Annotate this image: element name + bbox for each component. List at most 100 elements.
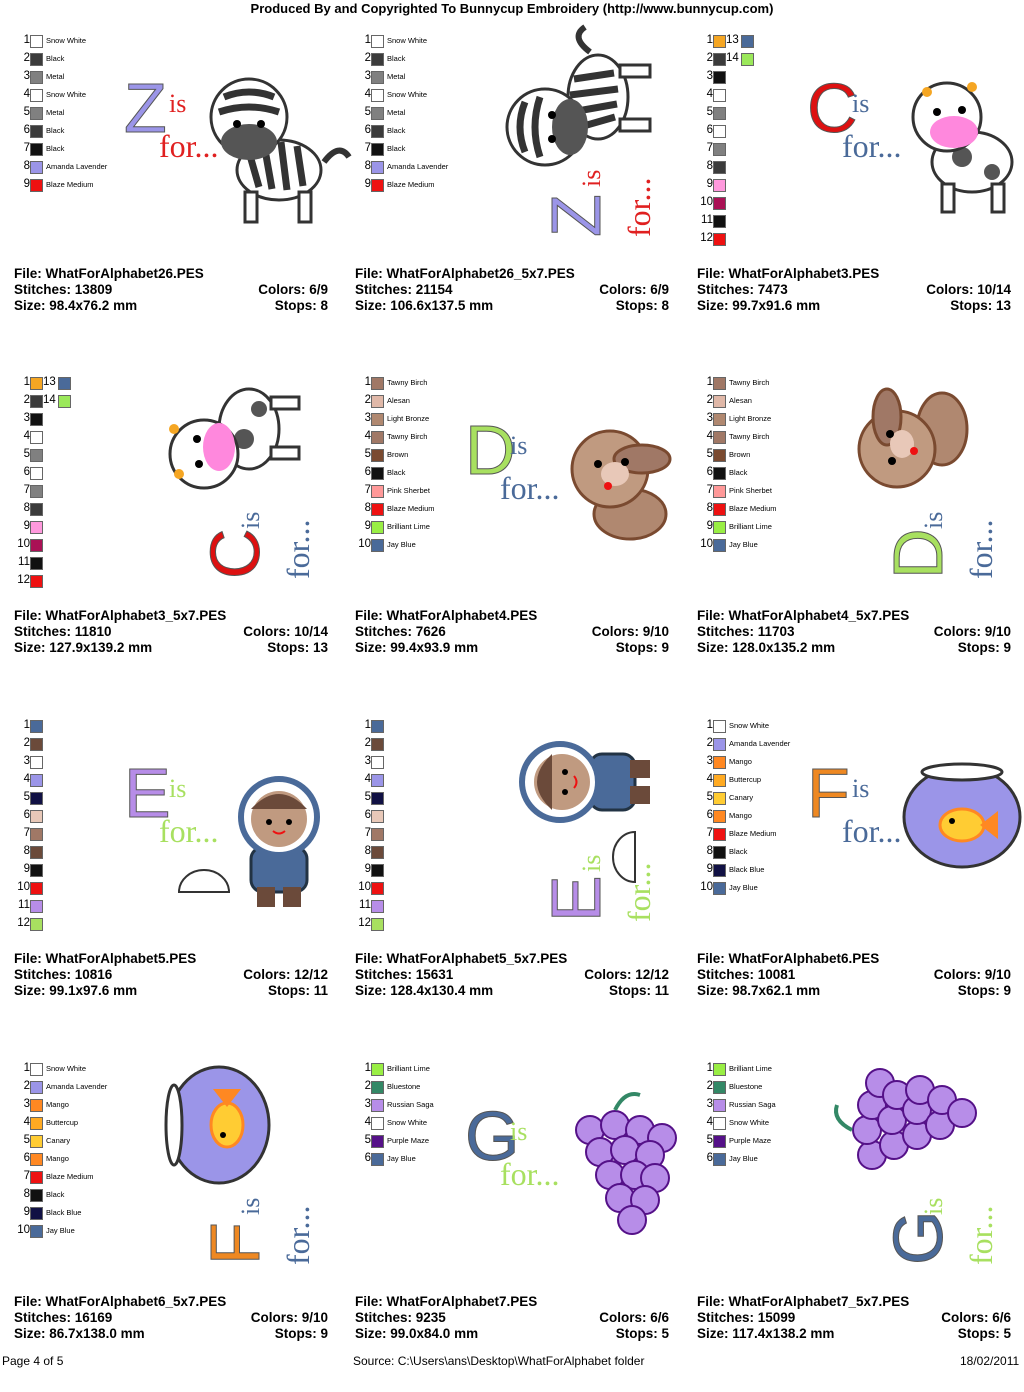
color-name: Black: [46, 1190, 65, 1199]
color-name: Light Bronze: [387, 414, 430, 423]
design-size: Size: 98.4x76.2 mm: [14, 298, 138, 313]
design-size: Size: 99.0x84.0 mm: [355, 1326, 479, 1341]
palette-number: 1: [364, 34, 371, 46]
color-name: Metal: [46, 108, 65, 117]
design-for-text: for...: [500, 1156, 560, 1192]
color-swatch: [371, 413, 384, 426]
color-swatch: [713, 864, 726, 877]
color-name: Canary: [46, 1136, 71, 1145]
palette-number: 5: [23, 448, 30, 460]
color-swatch: [371, 864, 384, 877]
color-swatch: [58, 377, 71, 390]
stop-count: Stops: 11: [608, 983, 669, 998]
design-for-text: for...: [963, 1205, 999, 1265]
color-swatch: [713, 377, 726, 390]
color-swatch: [713, 539, 726, 552]
palette-number: 6: [364, 1152, 371, 1164]
color-swatch: [371, 900, 384, 913]
color-name: Black: [729, 847, 748, 856]
color-swatch: [713, 828, 726, 841]
palette-number: 7: [706, 827, 713, 839]
palette-number: 8: [706, 160, 713, 172]
palette-number: 6: [23, 809, 30, 821]
design-is-text: is: [577, 855, 606, 872]
design-info: File: WhatForAlphabet4_5x7.PES Stitches:…: [697, 608, 1011, 656]
design-card: 1 13 2 14 3 4 5 6: [14, 364, 354, 706]
palette-number: 1: [23, 1062, 30, 1074]
file-name: File: WhatForAlphabet6.PES: [697, 951, 880, 966]
grapes-icon: [575, 1092, 677, 1235]
color-name: Tawny Birch: [729, 378, 770, 387]
color-count: Colors: 12/12: [243, 967, 328, 982]
palette-number: 6: [364, 809, 371, 821]
color-swatch: [30, 125, 43, 138]
design-letter: C: [196, 528, 274, 579]
color-swatch: [713, 756, 726, 769]
color-name: Snow White: [729, 1118, 770, 1127]
color-name: Black Blue: [729, 865, 765, 874]
color-name: Buttercup: [729, 775, 762, 784]
palette-number: 4: [364, 88, 371, 100]
palette-number: 11: [18, 556, 30, 568]
palette-number: 4: [706, 88, 713, 100]
design-letter: Z: [124, 69, 167, 147]
design-info: File: WhatForAlphabet26.PES Stitches: 13…: [14, 266, 328, 314]
file-name: File: WhatForAlphabet5_5x7.PES: [355, 951, 568, 966]
design-is-text: is: [169, 89, 186, 118]
palette-number: 11: [701, 214, 713, 226]
color-swatch: [371, 1099, 384, 1112]
color-name: Jay Blue: [729, 540, 758, 549]
color-swatch: [30, 377, 43, 390]
palette-number: 5: [364, 791, 371, 803]
color-count: Colors: 10/14: [926, 282, 1011, 297]
palette-number: 6: [706, 1152, 713, 1164]
color-swatch: [30, 792, 43, 805]
palette-number: 8: [23, 160, 30, 172]
palette-number: 2: [706, 394, 713, 406]
color-swatch: [713, 449, 726, 462]
palette-number: 4: [23, 1116, 30, 1128]
color-swatch: [371, 125, 384, 138]
palette-number: 1: [706, 719, 713, 731]
color-swatch: [371, 720, 384, 733]
color-name: Black: [46, 144, 65, 153]
color-name: Metal: [387, 108, 406, 117]
palette-number: 7: [364, 142, 371, 154]
color-name: Purple Maze: [387, 1136, 430, 1145]
color-swatch: [713, 467, 726, 480]
color-swatch: [371, 756, 384, 769]
color-swatch: [371, 485, 384, 498]
color-swatch: [713, 233, 726, 246]
design-is-text: is: [852, 774, 869, 803]
color-swatch: [741, 35, 754, 48]
color-swatch: [371, 918, 384, 931]
color-name: Black: [387, 468, 406, 477]
color-name: Brilliant Lime: [387, 522, 430, 531]
dog-icon: [857, 387, 969, 489]
stop-count: Stops: 5: [957, 1326, 1011, 1341]
color-swatch: [713, 774, 726, 787]
color-swatch: [30, 864, 43, 877]
embroidery-design: D is for...: [857, 387, 999, 580]
stop-count: Stops: 8: [615, 298, 669, 313]
color-count: Colors: 9/10: [591, 624, 669, 639]
color-name: Snow White: [46, 90, 87, 99]
color-swatch: [371, 467, 384, 480]
color-name: Mango: [46, 1100, 69, 1109]
color-swatch: [371, 71, 384, 84]
color-swatch: [371, 1081, 384, 1094]
palette-number: 1: [706, 1062, 713, 1074]
palette-number: 6: [364, 124, 371, 136]
palette-number: 2: [364, 737, 371, 749]
color-name: Alesan: [387, 396, 410, 405]
stitch-count: Stitches: 15631: [355, 967, 454, 982]
design-is-text: is: [236, 512, 265, 529]
palette-number: 3: [23, 70, 30, 82]
color-swatch: [371, 143, 384, 156]
design-info: File: WhatForAlphabet3_5x7.PES Stitches:…: [14, 608, 328, 656]
dog-icon: [570, 429, 672, 541]
color-swatch: [371, 539, 384, 552]
design-letter: F: [807, 754, 850, 832]
color-swatch: [30, 918, 43, 931]
print-date: 18/02/2011: [960, 1354, 1020, 1368]
